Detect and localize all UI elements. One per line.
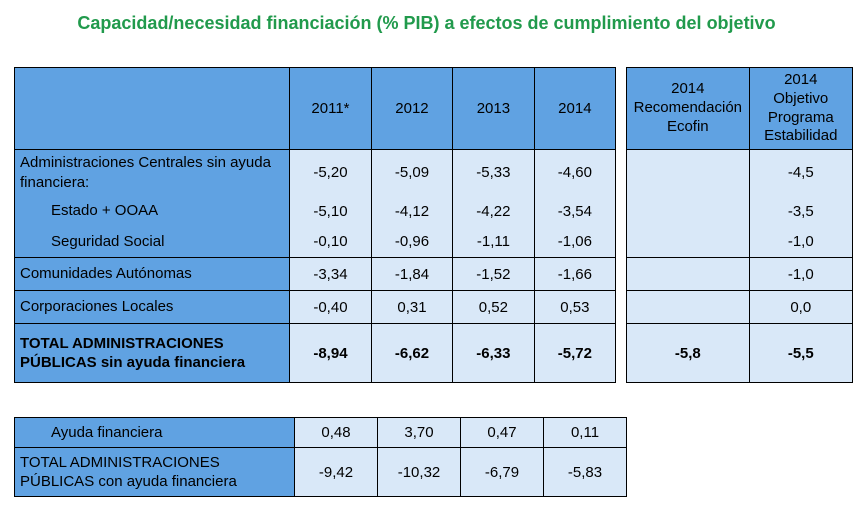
value-cell: -5,5 <box>749 323 853 383</box>
value-cell: -1,84 <box>371 257 454 291</box>
table-row-total: -5,8 -5,5 <box>626 323 853 383</box>
col-header-2011: 2011* <box>289 67 372 150</box>
value-cell <box>626 149 750 196</box>
table-row: Administraciones Centrales sin ayuda fin… <box>14 149 617 196</box>
main-table: 2011* 2012 2013 2014 Administraciones Ce… <box>14 67 617 383</box>
value-cell: -4,12 <box>371 195 454 227</box>
value-cell: -6,33 <box>452 323 535 383</box>
value-cell: 0,52 <box>452 290 535 324</box>
header-row: 2011* 2012 2013 2014 <box>14 67 617 150</box>
row-label: Estado + OOAA <box>14 195 291 227</box>
value-cell: -9,42 <box>294 447 378 497</box>
table-row: Comunidades Autónomas -3,34 -1,84 -1,52 … <box>14 257 617 291</box>
value-cell: -5,72 <box>534 323 617 383</box>
row-label: Administraciones Centrales sin ayuda fin… <box>14 149 291 196</box>
value-cell: 0,31 <box>371 290 454 324</box>
value-cell: -1,0 <box>749 226 853 258</box>
value-cell <box>626 195 750 227</box>
row-label: TOTAL ADMINISTRACIONES PÚBLICAS con ayud… <box>14 447 295 497</box>
value-cell <box>626 290 750 324</box>
corner-cell <box>14 67 291 150</box>
value-cell: 0,48 <box>294 417 378 448</box>
financial-aid-table: Ayuda financiera 0,48 3,70 0,47 0,11 TOT… <box>14 417 627 497</box>
table-row: Seguridad Social -0,10 -0,96 -1,11 -1,06 <box>14 226 617 258</box>
value-cell: -1,0 <box>749 257 853 291</box>
table-row: -1,0 <box>626 226 853 258</box>
table-row: 0,0 <box>626 290 853 324</box>
value-cell: -3,34 <box>289 257 372 291</box>
table-row: -3,5 <box>626 195 853 227</box>
tables-row: 2011* 2012 2013 2014 Administraciones Ce… <box>14 67 853 383</box>
table-row: -1,0 <box>626 257 853 291</box>
value-cell: -8,94 <box>289 323 372 383</box>
table-row: Estado + OOAA -5,10 -4,12 -4,22 -3,54 <box>14 195 617 227</box>
value-cell: -4,22 <box>452 195 535 227</box>
table-row: Corporaciones Locales -0,40 0,31 0,52 0,… <box>14 290 617 324</box>
header-row: 2014 Recomendación Ecofin 2014 Objetivo … <box>626 67 853 150</box>
value-cell: -0,96 <box>371 226 454 258</box>
value-cell: -5,83 <box>543 447 627 497</box>
col-header-2013: 2013 <box>452 67 535 150</box>
value-cell <box>626 226 750 258</box>
col-header-objetivo: 2014 Objetivo Programa Estabilidad <box>749 67 853 150</box>
value-cell: -3,54 <box>534 195 617 227</box>
value-cell: -0,10 <box>289 226 372 258</box>
value-cell: 0,53 <box>534 290 617 324</box>
value-cell: -3,5 <box>749 195 853 227</box>
value-cell: 0,0 <box>749 290 853 324</box>
value-cell: 0,11 <box>543 417 627 448</box>
table-row: Ayuda financiera 0,48 3,70 0,47 0,11 <box>14 417 627 448</box>
row-label: Comunidades Autónomas <box>14 257 291 291</box>
value-cell: 0,47 <box>460 417 544 448</box>
page-title: Capacidad/necesidad financiación (% PIB)… <box>77 13 776 33</box>
value-cell: -5,33 <box>452 149 535 196</box>
value-cell: -4,60 <box>534 149 617 196</box>
value-cell: -1,11 <box>452 226 535 258</box>
value-cell: -5,10 <box>289 195 372 227</box>
targets-table: 2014 Recomendación Ecofin 2014 Objetivo … <box>626 67 853 383</box>
col-header-2014: 2014 <box>534 67 617 150</box>
value-cell <box>626 257 750 291</box>
row-label: Corporaciones Locales <box>14 290 291 324</box>
col-header-2012: 2012 <box>371 67 454 150</box>
row-label: Ayuda financiera <box>14 417 295 448</box>
value-cell: -5,20 <box>289 149 372 196</box>
value-cell: -6,62 <box>371 323 454 383</box>
table-row-total: TOTAL ADMINISTRACIONES PÚBLICAS sin ayud… <box>14 323 617 383</box>
row-label: TOTAL ADMINISTRACIONES PÚBLICAS sin ayud… <box>14 323 291 383</box>
value-cell: -0,40 <box>289 290 372 324</box>
value-cell: -6,79 <box>460 447 544 497</box>
table-row-total: TOTAL ADMINISTRACIONES PÚBLICAS con ayud… <box>14 447 627 497</box>
value-cell: -1,52 <box>452 257 535 291</box>
table-row: -4,5 <box>626 149 853 196</box>
value-cell: -1,06 <box>534 226 617 258</box>
value-cell: 3,70 <box>377 417 461 448</box>
value-cell: -10,32 <box>377 447 461 497</box>
value-cell: -5,8 <box>626 323 750 383</box>
row-label: Seguridad Social <box>14 226 291 258</box>
value-cell: -4,5 <box>749 149 853 196</box>
value-cell: -5,09 <box>371 149 454 196</box>
col-header-ecofin: 2014 Recomendación Ecofin <box>626 67 750 150</box>
value-cell: -1,66 <box>534 257 617 291</box>
